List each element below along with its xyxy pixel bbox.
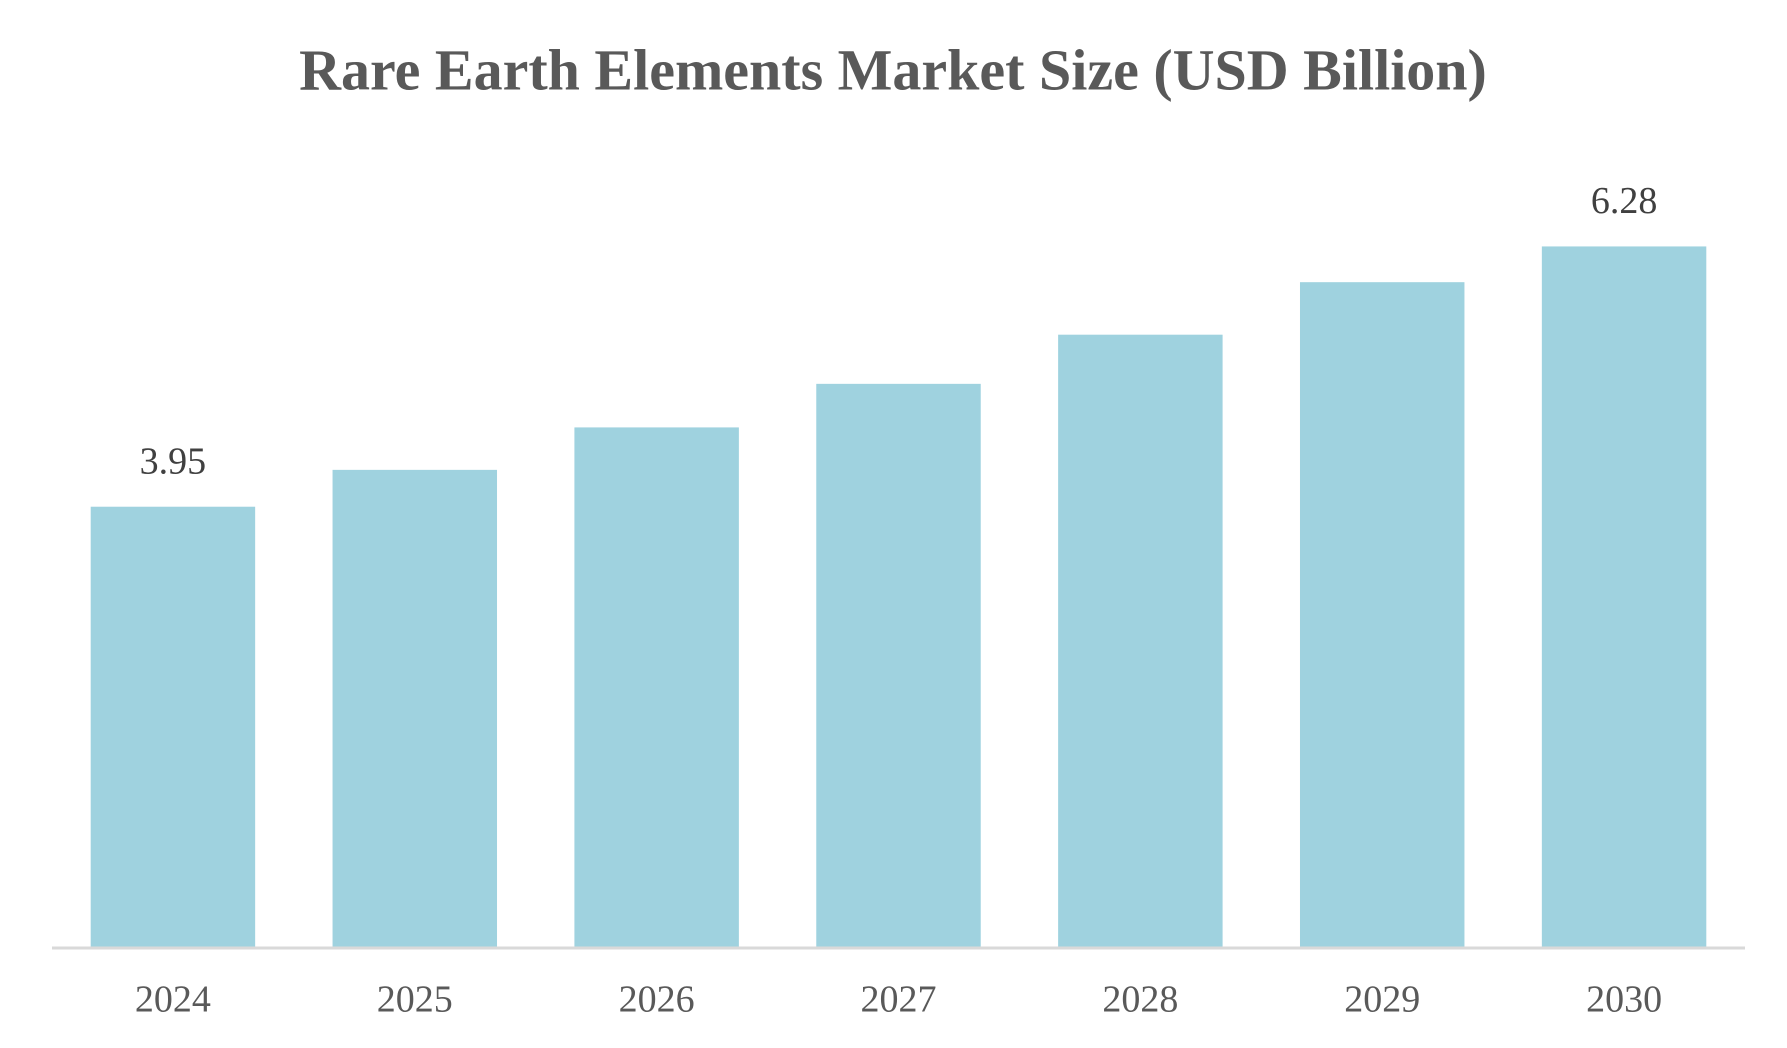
bar bbox=[816, 383, 981, 948]
data-label: 3.95 bbox=[140, 440, 207, 482]
x-tick-label: 2025 bbox=[377, 979, 453, 1021]
chart-title: Rare Earth Elements Market Size (USD Bil… bbox=[299, 37, 1487, 102]
x-tick-label: 2029 bbox=[1344, 979, 1420, 1021]
bar bbox=[90, 506, 256, 948]
x-tick-label: 2028 bbox=[1102, 979, 1178, 1021]
x-tick-label: 2027 bbox=[861, 979, 937, 1021]
x-tick-label: 2026 bbox=[619, 979, 695, 1021]
bar bbox=[1541, 246, 1707, 949]
bar bbox=[1058, 334, 1223, 948]
x-tick-label: 2024 bbox=[135, 979, 211, 1021]
data-label: 6.28 bbox=[1591, 180, 1658, 222]
bar bbox=[332, 469, 498, 948]
x-tick-label: 2030 bbox=[1586, 979, 1662, 1021]
bar bbox=[574, 427, 739, 948]
bar bbox=[1299, 282, 1465, 948]
